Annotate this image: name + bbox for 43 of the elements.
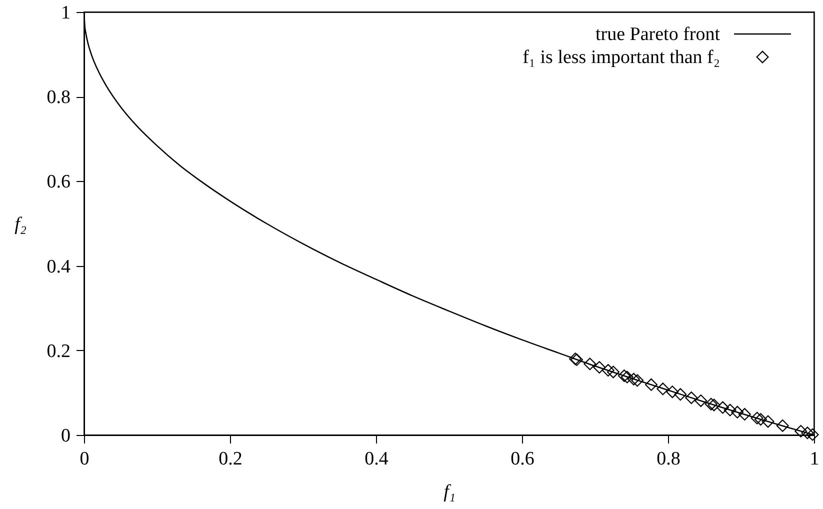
point xyxy=(762,415,774,428)
point xyxy=(716,401,729,414)
point xyxy=(794,424,808,438)
point xyxy=(644,378,658,391)
point xyxy=(620,370,634,384)
point xyxy=(738,408,751,421)
x-tick-label: 1 xyxy=(810,448,820,470)
y-tick-label: 0 xyxy=(61,426,70,446)
point xyxy=(627,372,640,386)
point xyxy=(685,392,698,404)
point xyxy=(754,413,767,426)
point xyxy=(593,361,606,374)
y-tick-label: 0.8 xyxy=(46,87,70,108)
y-axis-title: f₂ xyxy=(14,214,27,235)
x-tick-label: 0 xyxy=(80,448,90,470)
point xyxy=(776,419,789,432)
point xyxy=(631,374,644,387)
point xyxy=(708,398,720,412)
point xyxy=(724,404,736,416)
point xyxy=(694,394,708,407)
point xyxy=(674,388,687,401)
x-tick-label: 0.2 xyxy=(218,448,242,470)
point xyxy=(618,370,630,382)
point xyxy=(607,366,620,378)
point xyxy=(602,364,614,377)
point xyxy=(731,406,744,418)
point xyxy=(656,382,670,396)
y-tick-label: 0.4 xyxy=(46,256,71,278)
x-tick-label: 0.8 xyxy=(656,448,680,470)
x-tick-label: 0.4 xyxy=(364,448,389,470)
point xyxy=(704,398,718,410)
x-axis-title: f₁ xyxy=(444,482,456,502)
point xyxy=(806,428,819,441)
point xyxy=(750,412,764,424)
y-tick-label: 0.6 xyxy=(46,172,70,193)
point xyxy=(584,358,596,370)
y-tick-label: 0.2 xyxy=(46,340,70,362)
legend-label: f₁ is less important than f₂ xyxy=(522,47,720,68)
x-tick-label: 0.6 xyxy=(510,448,534,470)
point xyxy=(801,426,814,440)
point xyxy=(666,386,679,398)
y-tick-label: 1 xyxy=(61,2,70,24)
legend-label: true Pareto front xyxy=(595,24,721,45)
